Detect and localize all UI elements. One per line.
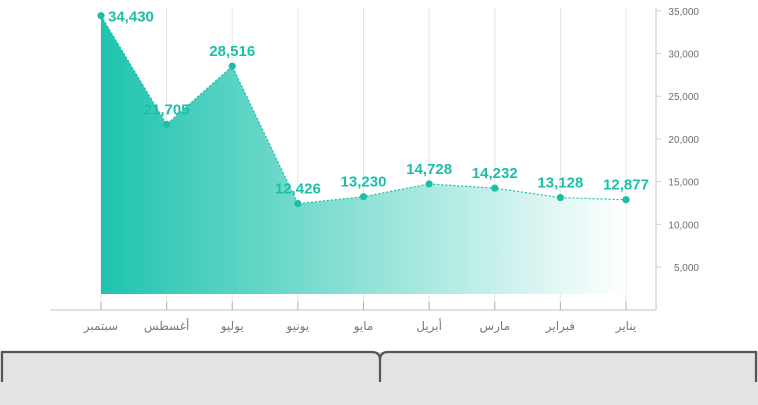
category-label: مايو: [353, 319, 374, 334]
y-tick-label: 20,000: [668, 135, 699, 146]
data-point: [491, 184, 499, 192]
value-label: 21,705: [144, 101, 190, 118]
bracket-divider: [0, 350, 758, 382]
data-point: [622, 196, 630, 204]
value-label: 13,230: [341, 174, 387, 191]
grid-lines: [100, 8, 627, 310]
category-label: أبريل: [416, 318, 442, 334]
data-point: [228, 62, 236, 70]
y-tick-label: 35,000: [668, 7, 699, 18]
category-label: فبراير: [545, 319, 575, 334]
data-point: [556, 193, 564, 202]
area-series: [101, 15, 626, 295]
category-label: مارس: [479, 319, 510, 334]
category-label: يوليو: [220, 319, 244, 334]
category-labels: سبتمبر أغسطس يوليو يونيو مايو أبريل مارس فبراير…: [83, 318, 637, 334]
value-label: 14,232: [472, 165, 518, 182]
value-label: 28,516: [209, 43, 255, 60]
y-tick-label: 30,000: [668, 50, 699, 61]
axes: [50, 8, 657, 311]
y-axis-ticks: 5,000 10,000 15,000 20,000 25,000 30,000 35,00…: [656, 7, 699, 274]
value-label: 12,877: [603, 177, 649, 194]
area-chart: 34,430 21,705 28,516 12,426 13,230 14,728 14,2…: [50, 7, 699, 334]
value-label: 14,728: [406, 161, 452, 178]
data-point: [359, 193, 368, 201]
y-tick-label: 10,000: [668, 220, 699, 231]
value-label: 12,426: [275, 181, 321, 198]
data-point: [97, 12, 105, 20]
category-label: أغسطس: [144, 318, 189, 334]
category-label: يونيو: [286, 319, 310, 334]
data-point: [425, 180, 433, 188]
y-tick-label: 15,000: [668, 178, 699, 189]
data-point: [294, 199, 302, 208]
y-tick-label: 5,000: [674, 263, 699, 274]
value-label: 13,128: [537, 175, 583, 192]
category-label: يناير: [615, 319, 637, 334]
data-point: [163, 120, 171, 128]
category-label: سبتمبر: [83, 319, 118, 334]
data-points: [97, 12, 630, 208]
value-labels: 34,430 21,705 28,516 12,426 13,230 14,728 14,2…: [108, 9, 649, 198]
y-tick-label: 25,000: [668, 92, 699, 103]
value-label: 34,430: [108, 9, 154, 26]
